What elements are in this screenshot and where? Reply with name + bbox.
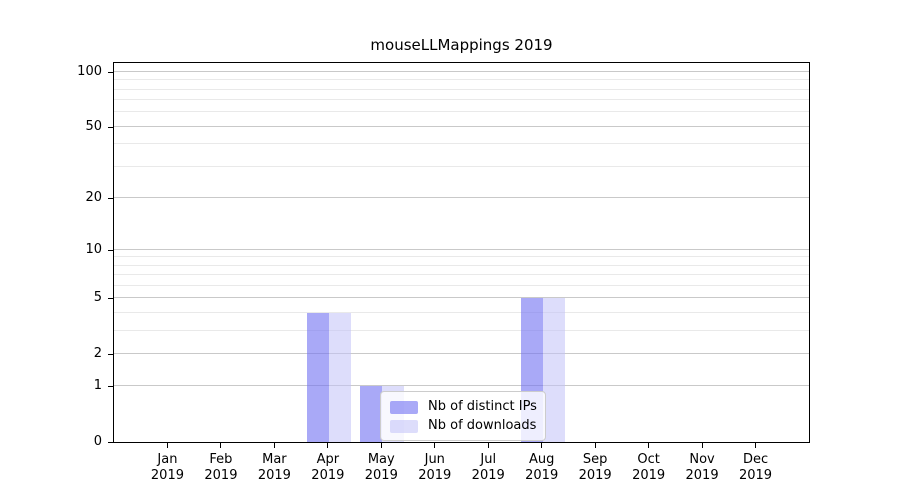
x-tick-label-feb: Feb 2019 [204,452,238,483]
y-tick-mark [108,354,113,355]
legend-swatch-distinct-ips [390,400,418,414]
gridline-minor [114,143,809,144]
legend-entry-distinct-ips: Nb of distinct IPs [390,398,537,416]
y-tick-label: 0 [93,434,102,449]
bar-apr-distinct-ips [306,313,329,442]
x-tick-label-jun: Jun 2019 [418,452,452,483]
y-tick-mark [108,442,113,443]
y-tick-label: 10 [85,242,102,257]
plot-area [113,62,810,443]
legend-label-downloads: Nb of downloads [428,418,537,433]
bar-apr-downloads [328,313,351,442]
gridline-major [114,249,809,250]
gridline-minor [114,79,809,80]
y-tick-mark [108,250,113,251]
bar-aug-downloads [542,298,565,442]
gridline-major [114,126,809,127]
gridline-minor [114,99,809,100]
legend-swatch-downloads [390,419,418,433]
x-tick-mark [755,443,757,448]
x-tick-mark [434,443,436,448]
gridline-minor [114,330,809,331]
x-tick-label-nov: Nov 2019 [685,452,719,483]
gridline-minor [114,89,809,90]
y-tick-mark [108,72,113,73]
y-tick-mark [108,198,113,199]
x-tick-mark [220,443,222,448]
x-tick-label-aug: Aug 2019 [525,452,559,483]
y-tick-mark [108,127,113,128]
x-tick-mark [541,443,543,448]
x-tick-mark [273,443,275,448]
gridline-major [114,71,809,72]
x-tick-label-apr: Apr 2019 [311,452,345,483]
gridline-minor [114,166,809,167]
x-tick-label-mar: Mar 2019 [257,452,291,483]
y-tick-mark [108,298,113,299]
x-tick-mark [701,443,703,448]
legend-entry-downloads: Nb of downloads [390,417,536,435]
bar-may-distinct-ips [360,386,383,442]
x-tick-label-dec: Dec 2019 [738,452,773,483]
y-tick-label: 20 [85,190,102,205]
gridline-major [114,197,809,198]
gridline-major [114,297,809,298]
x-tick-mark [487,443,489,448]
gridline-major [114,385,809,386]
gridline-minor [114,256,809,257]
legend: Nb of distinct IPs Nb of downloads [380,391,546,441]
x-tick-label-may: May 2019 [364,452,398,483]
x-tick-mark [648,443,650,448]
y-tick-label: 1 [93,378,102,393]
legend-label-distinct-ips: Nb of distinct IPs [428,399,537,414]
gridline-minor [114,285,809,286]
x-tick-label-sep: Sep 2019 [578,452,612,483]
y-tick-label: 50 [85,119,102,134]
x-tick-mark [166,443,168,448]
gridline-major [114,353,809,354]
y-tick-mark [108,386,113,387]
x-tick-label-oct: Oct 2019 [632,452,666,483]
x-tick-mark [594,443,596,448]
x-tick-mark [327,443,329,448]
y-tick-label: 100 [77,64,102,79]
x-tick-label-jul: Jul 2019 [471,452,505,483]
gridline-minor [114,111,809,112]
gridline-minor [114,312,809,313]
y-tick-label: 5 [93,290,102,305]
x-tick-mark [380,443,382,448]
gridline-minor [114,274,809,275]
y-tick-label: 2 [93,346,102,361]
gridline-minor [114,265,809,266]
x-tick-label-jan: Jan 2019 [150,452,184,483]
chart-title: mouseLLMappings 2019 [370,36,553,54]
